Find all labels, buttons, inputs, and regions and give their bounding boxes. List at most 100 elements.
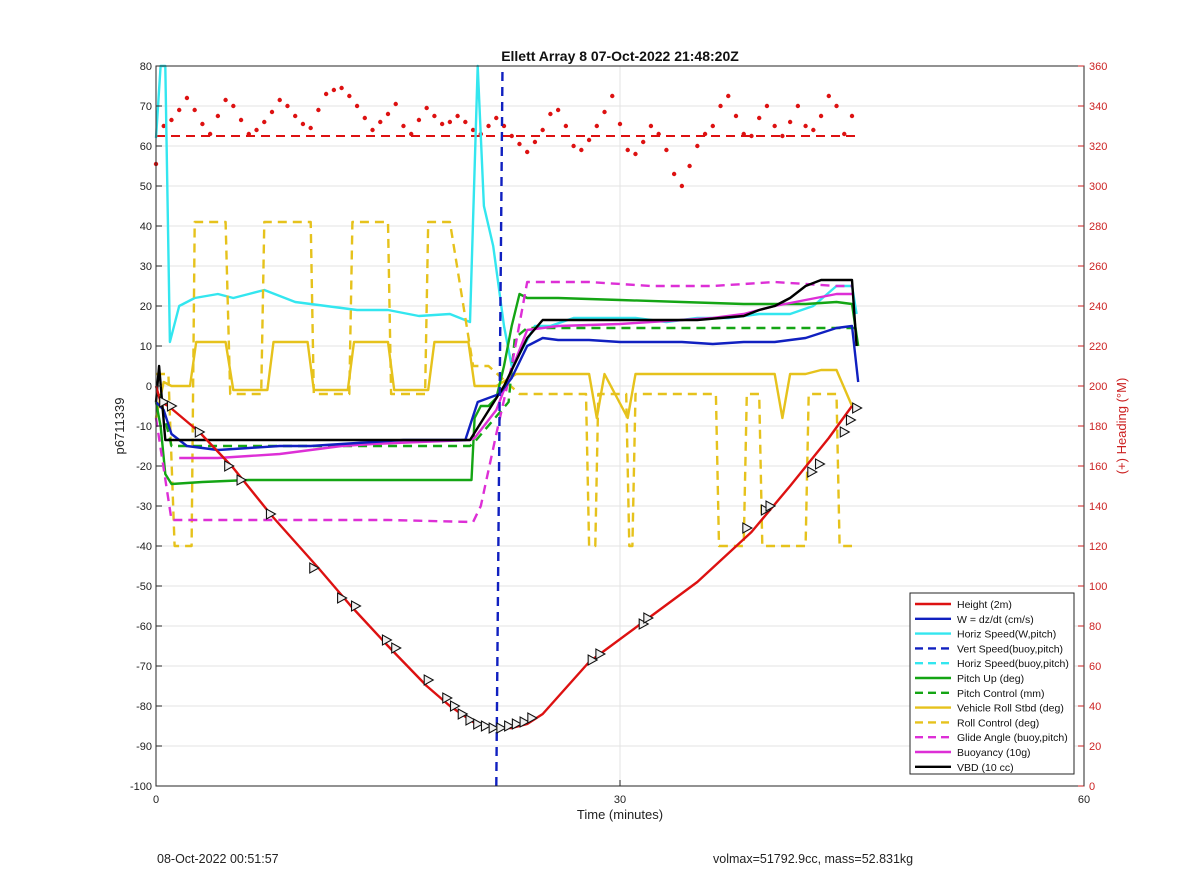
y-tick-label: 20 (140, 301, 152, 313)
legend-entry: VBD (10 cc) (957, 762, 1014, 774)
heading-point (664, 147, 669, 153)
legend-entry: Horiz Speed(buoy,pitch) (957, 658, 1069, 670)
y2-tick-label: 220 (1089, 341, 1107, 353)
axis-ticks: -100-90-80-70-60-50-40-30-20-10010203040… (130, 61, 1107, 806)
heading-point (679, 183, 685, 189)
height-marker (449, 700, 461, 712)
series-line-2 (154, 64, 858, 368)
heading-point (447, 119, 453, 125)
height-marker (166, 400, 178, 412)
legend-entry: Pitch Control (mm) (957, 688, 1045, 700)
heading-point (463, 119, 468, 125)
heading-point (277, 97, 282, 103)
heading-point (757, 115, 762, 121)
y-tick-label: 70 (140, 101, 152, 113)
y2-tick-label: 40 (1089, 701, 1101, 713)
right-axis-label: (+) Heading (°M) (1114, 378, 1129, 475)
legend-entry: Glide Angle (buoy,pitch) (957, 732, 1068, 744)
series-line-7 (154, 340, 854, 420)
heading-point (834, 103, 839, 109)
height-marker (845, 414, 857, 426)
height-marker (814, 458, 826, 470)
heading-point (617, 121, 623, 127)
heading-point (772, 123, 777, 129)
heading-point (424, 105, 429, 111)
heading-point (548, 111, 553, 117)
heading-point (285, 103, 290, 109)
height-marker (309, 562, 320, 574)
heading-point (184, 95, 190, 101)
y-tick-label: -70 (136, 661, 152, 673)
height-marker (442, 692, 453, 704)
heading-point (354, 103, 360, 109)
heading-point (339, 85, 344, 91)
heading-point (432, 113, 437, 119)
height-marker (496, 722, 508, 734)
height-marker (643, 612, 654, 624)
heading-point (540, 127, 545, 133)
series-line-0 (154, 385, 853, 730)
y-tick-label: -90 (136, 741, 152, 753)
heading-point (316, 107, 321, 113)
y2-tick-label: 320 (1089, 141, 1107, 153)
y2-tick-label: 120 (1089, 541, 1107, 553)
heading-point (347, 93, 352, 99)
heading-point (231, 103, 236, 109)
height-marker (839, 426, 851, 438)
heading-point (393, 101, 398, 107)
y-tick-label: 40 (140, 221, 152, 233)
series-line-6 (157, 326, 856, 448)
y-tick-label: -50 (136, 581, 152, 593)
series-line-3 (495, 65, 504, 787)
heading-point (269, 109, 275, 115)
legend-entry: Pitch Up (deg) (957, 673, 1024, 685)
heading-point (192, 107, 197, 113)
y2-tick-label: 260 (1089, 261, 1107, 273)
y2-tick-label: 0 (1089, 781, 1095, 793)
y-tick-label: -10 (136, 421, 152, 433)
heading-point (710, 123, 715, 129)
heading-point (571, 143, 576, 149)
heading-point (749, 133, 754, 139)
heading-point (741, 131, 746, 137)
heading-point (525, 149, 530, 155)
heading-point (803, 123, 808, 129)
heading-point (849, 113, 855, 119)
heading-point (161, 123, 166, 129)
y2-tick-label: 160 (1089, 461, 1107, 473)
y2-tick-label: 20 (1089, 741, 1101, 753)
heading-point (826, 93, 831, 99)
heading-point (648, 123, 654, 129)
y-tick-label: -30 (136, 501, 152, 513)
height-marker (423, 674, 435, 686)
height-marker (595, 648, 607, 660)
heading-point (795, 103, 801, 109)
heading-point (246, 131, 251, 137)
height-marker (194, 426, 206, 438)
heading-point (470, 127, 476, 133)
heading-point (842, 131, 847, 137)
y2-tick-label: 360 (1089, 61, 1107, 73)
height-marker (765, 500, 777, 512)
heading-point (532, 139, 538, 145)
heading-point (223, 97, 228, 103)
heading-point (517, 141, 522, 147)
heading-point (323, 91, 329, 97)
series-line-9 (154, 280, 852, 524)
heading-point (494, 115, 499, 121)
heading-point (416, 117, 422, 123)
heading-point (370, 127, 375, 133)
heading-point (656, 131, 661, 137)
y2-tick-label: 240 (1089, 301, 1107, 313)
heading-point (439, 121, 445, 127)
height-marker (224, 460, 235, 472)
heading-point (238, 117, 244, 123)
legend-box (909, 592, 1075, 775)
heading-point (718, 103, 723, 109)
heading-point (293, 113, 298, 119)
heading-point (702, 131, 708, 137)
series-line-5 (154, 292, 860, 486)
height-marker (807, 466, 818, 478)
x-axis-label: Time (minutes) (577, 807, 663, 822)
